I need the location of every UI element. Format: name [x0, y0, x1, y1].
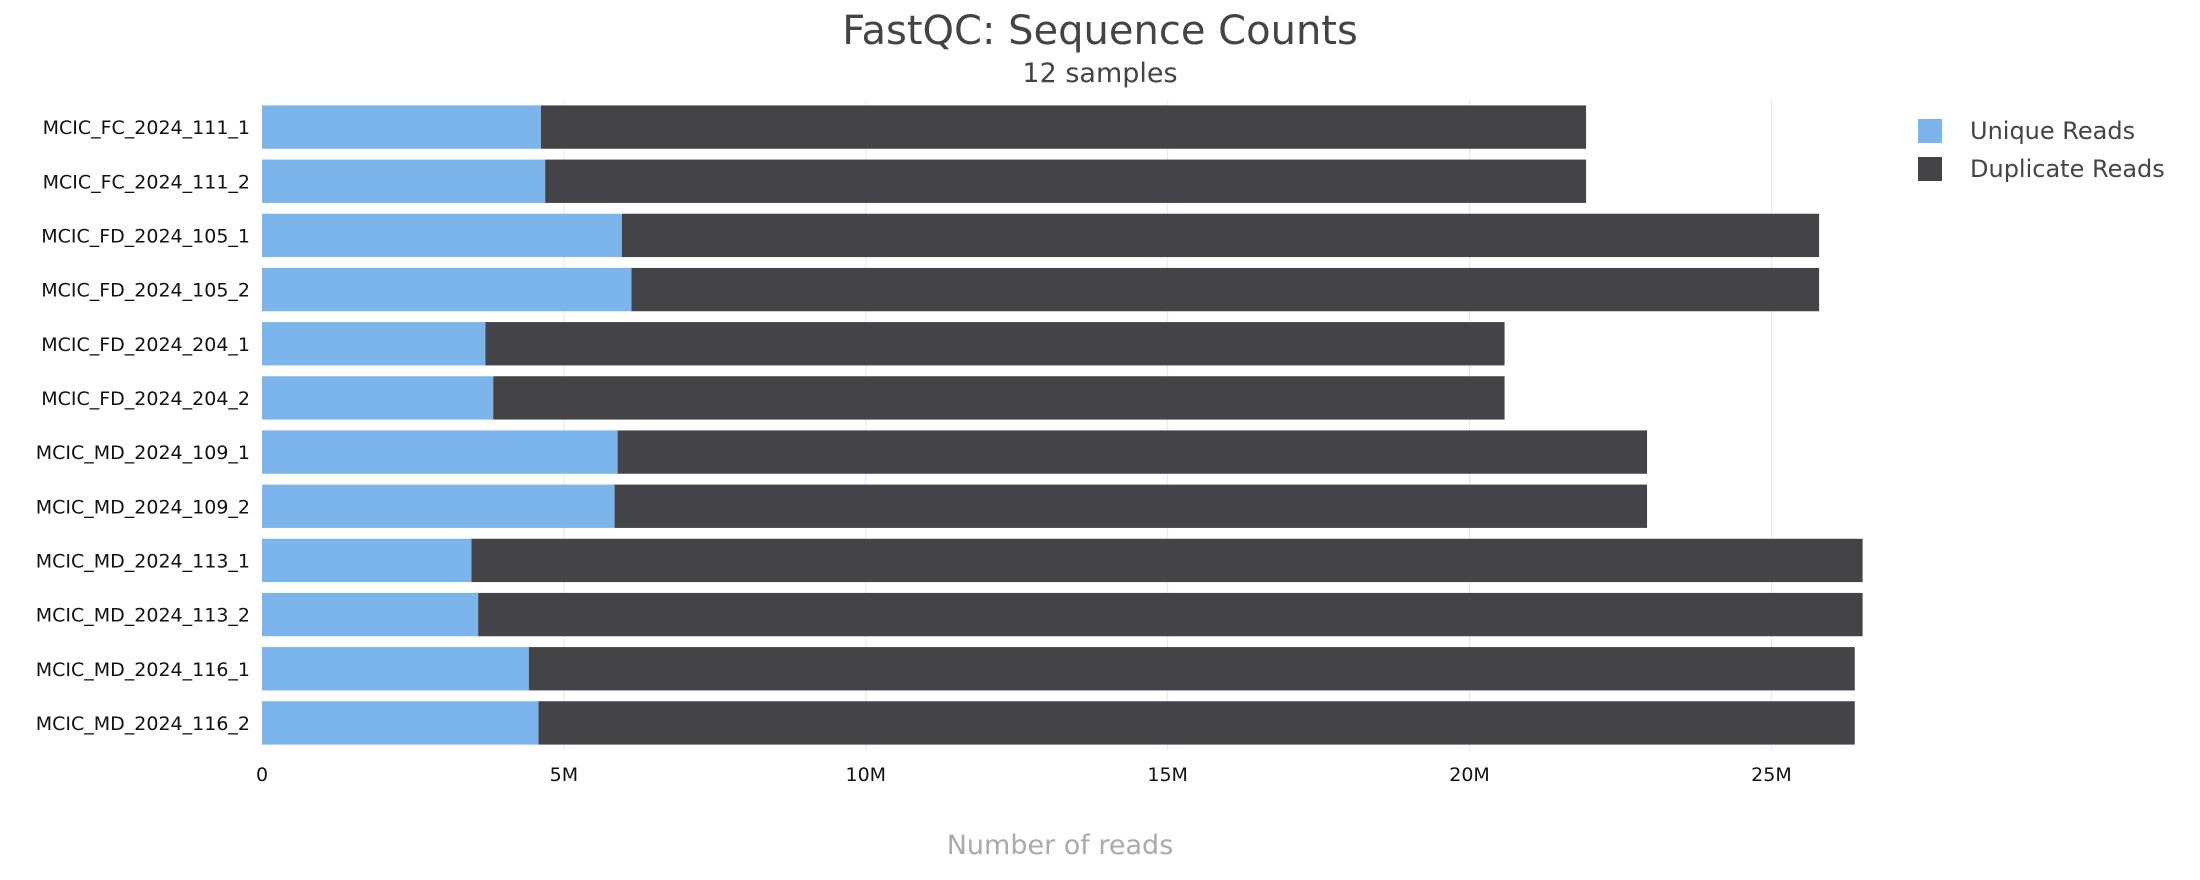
bar-duplicate-reads[interactable]: [614, 484, 1648, 528]
x-axis-label: Number of reads: [947, 830, 1174, 861]
bar-unique-reads[interactable]: [262, 213, 622, 258]
bar-duplicate-reads[interactable]: [540, 105, 1587, 149]
x-tick-label: 25M: [1751, 764, 1792, 786]
bar-duplicate-reads[interactable]: [528, 647, 1855, 691]
bar-unique-reads[interactable]: [262, 430, 618, 474]
category-label: MCIC_MD_2024_109_2: [36, 496, 250, 518]
bar-duplicate-reads[interactable]: [478, 592, 1863, 637]
bar-unique-reads[interactable]: [262, 701, 539, 745]
category-label: MCIC_MD_2024_113_2: [36, 605, 250, 627]
category-label: MCIC_FC_2024_111_2: [43, 171, 250, 193]
bar-duplicate-reads[interactable]: [621, 213, 1820, 258]
legend-label-duplicate-reads: Duplicate Reads: [1970, 155, 2165, 183]
legend-swatch-unique-reads: [1918, 119, 1942, 143]
category-label: MCIC_FD_2024_204_1: [41, 334, 250, 356]
category-label: MCIC_MD_2024_109_1: [36, 442, 250, 464]
legend: Unique Reads Duplicate Reads: [1918, 112, 2165, 188]
x-axis-ticks: 0 5M 10M 15M 20M 25M: [256, 764, 1792, 786]
bar-unique-reads[interactable]: [262, 647, 529, 691]
legend-label-unique-reads: Unique Reads: [1970, 117, 2136, 145]
bar-duplicate-reads[interactable]: [631, 267, 1820, 312]
bar-unique-reads[interactable]: [262, 484, 615, 528]
category-label: MCIC_MD_2024_113_1: [36, 550, 250, 572]
bar-unique-reads[interactable]: [262, 322, 486, 366]
grid-lines: [563, 100, 1772, 750]
bar-duplicate-reads[interactable]: [471, 538, 1863, 583]
bar-duplicate-reads[interactable]: [538, 701, 1855, 745]
bar-unique-reads[interactable]: [262, 376, 494, 420]
category-label: MCIC_MD_2024_116_2: [36, 713, 250, 735]
x-tick-label: 10M: [845, 764, 886, 786]
x-tick-label: 5M: [550, 764, 578, 786]
bar-unique-reads[interactable]: [262, 538, 472, 583]
bar-unique-reads[interactable]: [262, 105, 541, 149]
category-label: MCIC_MD_2024_116_1: [36, 659, 250, 681]
legend-item-duplicate-reads[interactable]: Duplicate Reads: [1918, 150, 2165, 188]
bar-unique-reads[interactable]: [262, 592, 479, 637]
bars: [262, 105, 1863, 745]
x-tick-label: 0: [256, 764, 268, 786]
chart-title: FastQC: Sequence Counts: [842, 8, 1358, 54]
bar-unique-reads[interactable]: [262, 267, 632, 312]
legend-swatch-duplicate-reads: [1918, 157, 1942, 181]
category-label: MCIC_FC_2024_111_1: [43, 117, 250, 139]
x-tick-label: 20M: [1449, 764, 1490, 786]
bar-unique-reads[interactable]: [262, 159, 546, 203]
category-label: MCIC_FD_2024_105_1: [41, 225, 250, 247]
y-axis-labels: MCIC_FC_2024_111_1 MCIC_FC_2024_111_2 MCIC…: [36, 117, 250, 735]
category-label: MCIC_FD_2024_204_2: [41, 388, 250, 410]
bar-duplicate-reads[interactable]: [493, 376, 1505, 420]
x-tick-label: 15M: [1147, 764, 1188, 786]
bar-duplicate-reads[interactable]: [617, 430, 1648, 474]
bar-duplicate-reads[interactable]: [485, 322, 1505, 366]
legend-item-unique-reads[interactable]: Unique Reads: [1918, 112, 2165, 150]
bar-duplicate-reads[interactable]: [545, 159, 1587, 203]
category-label: MCIC_FD_2024_105_2: [41, 280, 250, 302]
chart-subtitle: 12 samples: [1022, 58, 1178, 89]
